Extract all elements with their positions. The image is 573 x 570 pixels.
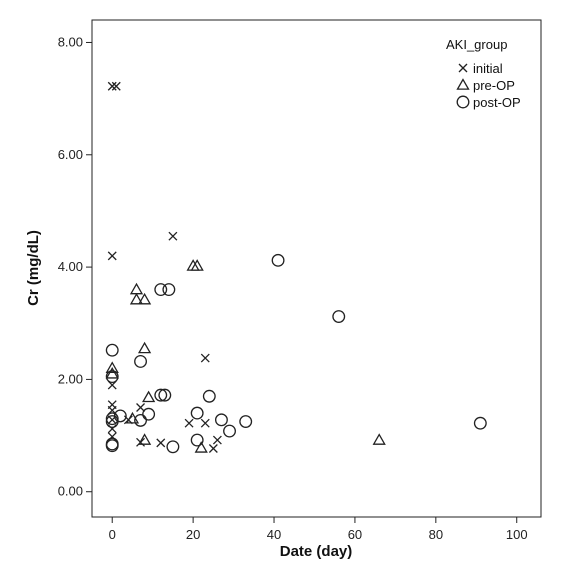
data-point-post-OP [202, 389, 216, 403]
data-point-post-OP [473, 416, 487, 430]
data-point-post-OP [105, 439, 119, 453]
data-point-initial [156, 438, 166, 448]
y-axis-ticks: 0.00 2.00 4.00 6.00 8.00 [58, 34, 92, 499]
legend-marker-pre-OP [456, 78, 470, 90]
legend: AKI_group initial pre-OP post-OP [446, 37, 521, 110]
data-point-post-OP [166, 440, 180, 454]
data-point-post-OP [142, 407, 156, 421]
y-tick-label: 8.00 [58, 34, 83, 49]
data-point-post-OP [134, 413, 147, 427]
data-point-post-OP [158, 388, 172, 402]
data-point-pre-OP [137, 433, 152, 445]
y-tick-label: 4.00 [58, 259, 83, 274]
y-tick-label: 6.00 [58, 147, 83, 162]
data-point-initial [212, 435, 222, 445]
data-points [105, 81, 487, 454]
data-point-post-OP [154, 388, 168, 402]
y-tick-label: 2.00 [58, 371, 83, 386]
data-point-initial [111, 81, 121, 91]
x-tick-label: 0 [109, 527, 116, 542]
data-point-initial [107, 251, 117, 261]
x-tick-label: 80 [429, 527, 443, 542]
data-point-post-OP [190, 406, 204, 420]
data-point-pre-OP [137, 341, 152, 354]
legend-label-pre-OP: pre-OP [473, 78, 515, 93]
data-point-initial [200, 353, 210, 363]
y-tick-label: 0.00 [58, 484, 83, 499]
data-point-post-OP [190, 433, 204, 447]
x-axis-ticks: 0 20 40 60 80 100 [109, 517, 528, 542]
data-point-pre-OP [190, 259, 204, 271]
data-point-pre-OP [105, 361, 119, 373]
data-point-post-OP [105, 370, 119, 384]
y-axis-title: Cr (mg/dL) [25, 230, 42, 306]
data-point-post-OP [239, 415, 253, 428]
data-point-post-OP [105, 343, 119, 357]
plot-frame [91, 19, 542, 518]
data-point-initial [136, 403, 146, 412]
legend-title: AKI_group [446, 37, 507, 52]
data-point-post-OP [162, 283, 176, 297]
data-point-post-OP [332, 310, 346, 323]
data-point-pre-OP [105, 366, 119, 379]
data-point-post-OP [154, 283, 168, 297]
data-point-post-OP [223, 424, 236, 438]
data-point-pre-OP [194, 441, 208, 453]
x-tick-label: 100 [506, 527, 528, 542]
legend-label-initial: initial [473, 61, 503, 76]
data-point-initial [208, 444, 218, 453]
data-point-pre-OP [129, 292, 144, 305]
x-axis-title: Date (day) [280, 543, 353, 560]
x-tick-label: 20 [186, 527, 200, 542]
legend-marker-post-OP [456, 95, 470, 109]
data-point-post-OP [214, 413, 228, 427]
data-point-post-OP [113, 409, 127, 423]
data-point-initial [200, 418, 210, 428]
legend-label-post-OP: post-OP [473, 95, 521, 110]
x-tick-label: 40 [267, 527, 281, 542]
data-point-initial [184, 418, 194, 428]
data-point-initial [168, 231, 178, 241]
data-point-pre-OP [137, 292, 152, 305]
data-point-pre-OP [372, 433, 386, 445]
data-point-initial [107, 81, 117, 91]
data-point-post-OP [134, 354, 147, 368]
data-point-post-OP [271, 253, 285, 267]
legend-marker-initial [458, 63, 468, 73]
x-tick-label: 60 [348, 527, 362, 542]
data-point-pre-OP [142, 390, 156, 403]
